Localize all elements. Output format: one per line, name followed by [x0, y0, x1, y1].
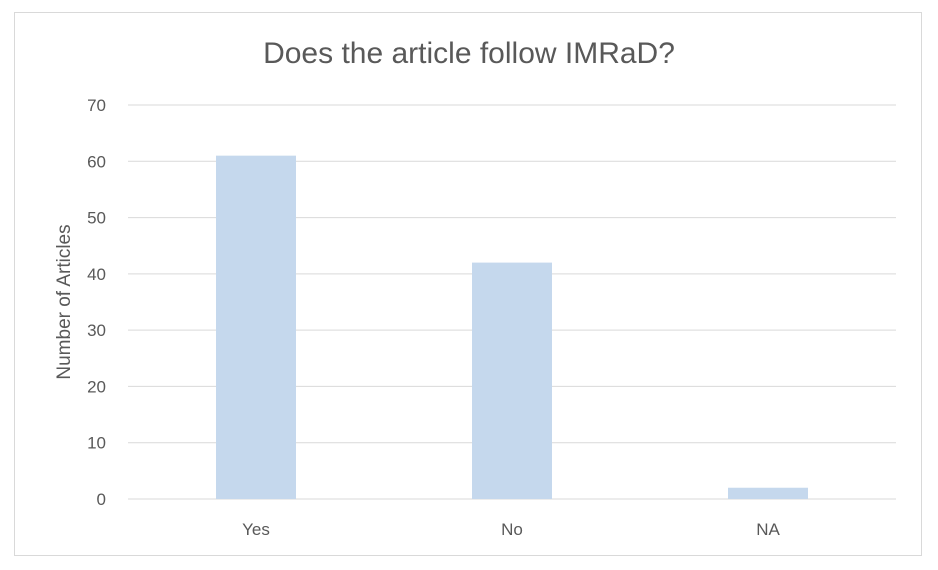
bar-no [472, 262, 552, 499]
chart-title: Does the article follow IMRaD? [263, 37, 675, 70]
chart-frame [14, 12, 922, 556]
y-tick-label: 0 [97, 490, 106, 509]
bar-na [728, 487, 808, 499]
y-tick-label: 50 [87, 209, 106, 228]
y-tick-label: 30 [87, 321, 106, 340]
x-tick-labels: Yes No NA [242, 520, 780, 539]
x-tick-label: NA [756, 520, 780, 539]
bars [216, 155, 808, 499]
y-tick-label: 10 [87, 434, 106, 453]
y-tick-label: 40 [87, 265, 106, 284]
y-tick-label: 20 [87, 377, 106, 396]
bar-yes [216, 155, 296, 499]
y-tick-label: 70 [87, 96, 106, 115]
y-axis-title: Number of Articles [54, 224, 75, 379]
x-tick-label: Yes [242, 520, 270, 539]
y-tick-label: 60 [87, 152, 106, 171]
y-tick-labels: 0 10 20 30 40 50 60 70 [87, 96, 106, 509]
x-tick-label: No [501, 520, 523, 539]
